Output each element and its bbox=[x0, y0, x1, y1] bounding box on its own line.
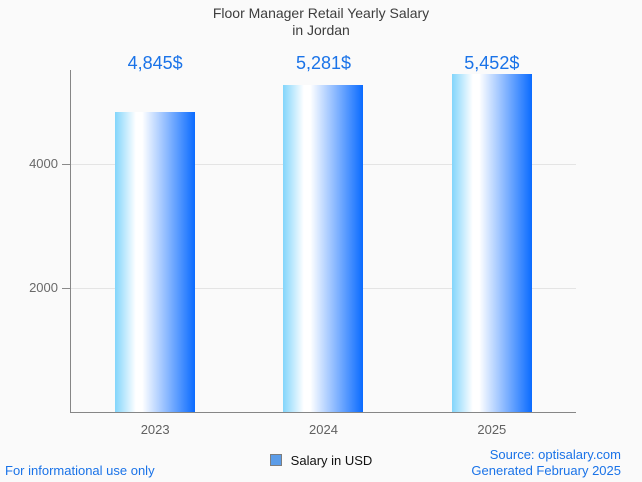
y-tick-label-4000: 4000 bbox=[29, 156, 58, 171]
source-block: Source: optisalary.com Generated Februar… bbox=[471, 447, 621, 479]
value-label-2023: 4,845$ bbox=[127, 53, 183, 73]
x-tick-label-2025: 2025 bbox=[477, 422, 507, 437]
chart-title: Floor Manager Retail Yearly Salary in Jo… bbox=[0, 5, 642, 39]
plot-area: 2000 4000 4,845$ 2023 5,281$ 2024 5,452$ 2025 bbox=[29, 53, 576, 437]
value-label-2025: 5,452$ bbox=[464, 53, 520, 73]
value-label-2024: 5,281$ bbox=[295, 53, 352, 73]
chart-title-line1: Floor Manager Retail Yearly Salary bbox=[212, 5, 430, 21]
bar-2024 bbox=[283, 85, 364, 412]
bar-column-2025: 5,452$ 2025 bbox=[408, 53, 576, 437]
x-tick-label-2023: 2023 bbox=[140, 422, 170, 437]
bar-column-2023: 4,845$ 2023 bbox=[71, 53, 239, 437]
y-tick-label-2000: 2000 bbox=[29, 280, 58, 295]
bar-column-2024: 5,281$ 2024 bbox=[239, 53, 407, 437]
disclaimer-text: For informational use only bbox=[5, 463, 155, 478]
generated-text: Generated February 2025 bbox=[471, 463, 621, 478]
bar-2025 bbox=[451, 74, 532, 412]
source-link[interactable]: Source: optisalary.com bbox=[489, 447, 621, 462]
y-tick-mark-2000 bbox=[62, 288, 70, 289]
legend-marker-icon bbox=[269, 454, 282, 466]
chart-title-line2: in Jordan bbox=[292, 22, 350, 38]
legend-item[interactable]: Salary in USD bbox=[0, 451, 642, 469]
bar-columns: 4,845$ 2023 5,281$ 2024 5,452$ 2025 bbox=[71, 53, 576, 437]
y-tick-mark-4000 bbox=[62, 164, 70, 165]
legend-label: Salary in USD bbox=[290, 452, 373, 468]
bar-2023 bbox=[115, 112, 196, 412]
x-tick-label-2024: 2024 bbox=[309, 422, 338, 437]
